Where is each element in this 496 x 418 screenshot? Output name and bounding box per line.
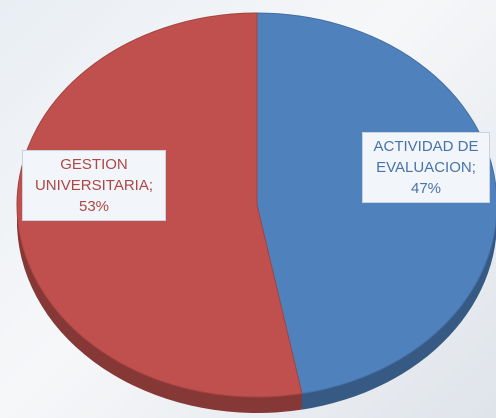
label-category: GESTION UNIVERSITARIA	[35, 156, 149, 194]
label-separator: ;	[149, 177, 153, 194]
data-label: GESTION UNIVERSITARIA; 53%	[22, 150, 166, 221]
data-label: ACTIVIDAD DE EVALUACION; 47%	[362, 132, 490, 203]
label-value: 53%	[79, 198, 109, 215]
chart: ACTIVIDAD DE EVALUACION; 47% GESTION UNIVE…	[0, 0, 496, 418]
label-separator: ;	[472, 159, 476, 176]
slice	[257, 13, 496, 394]
label-category: ACTIVIDAD DE EVALUACION	[373, 138, 478, 176]
label-value: 47%	[411, 180, 441, 197]
